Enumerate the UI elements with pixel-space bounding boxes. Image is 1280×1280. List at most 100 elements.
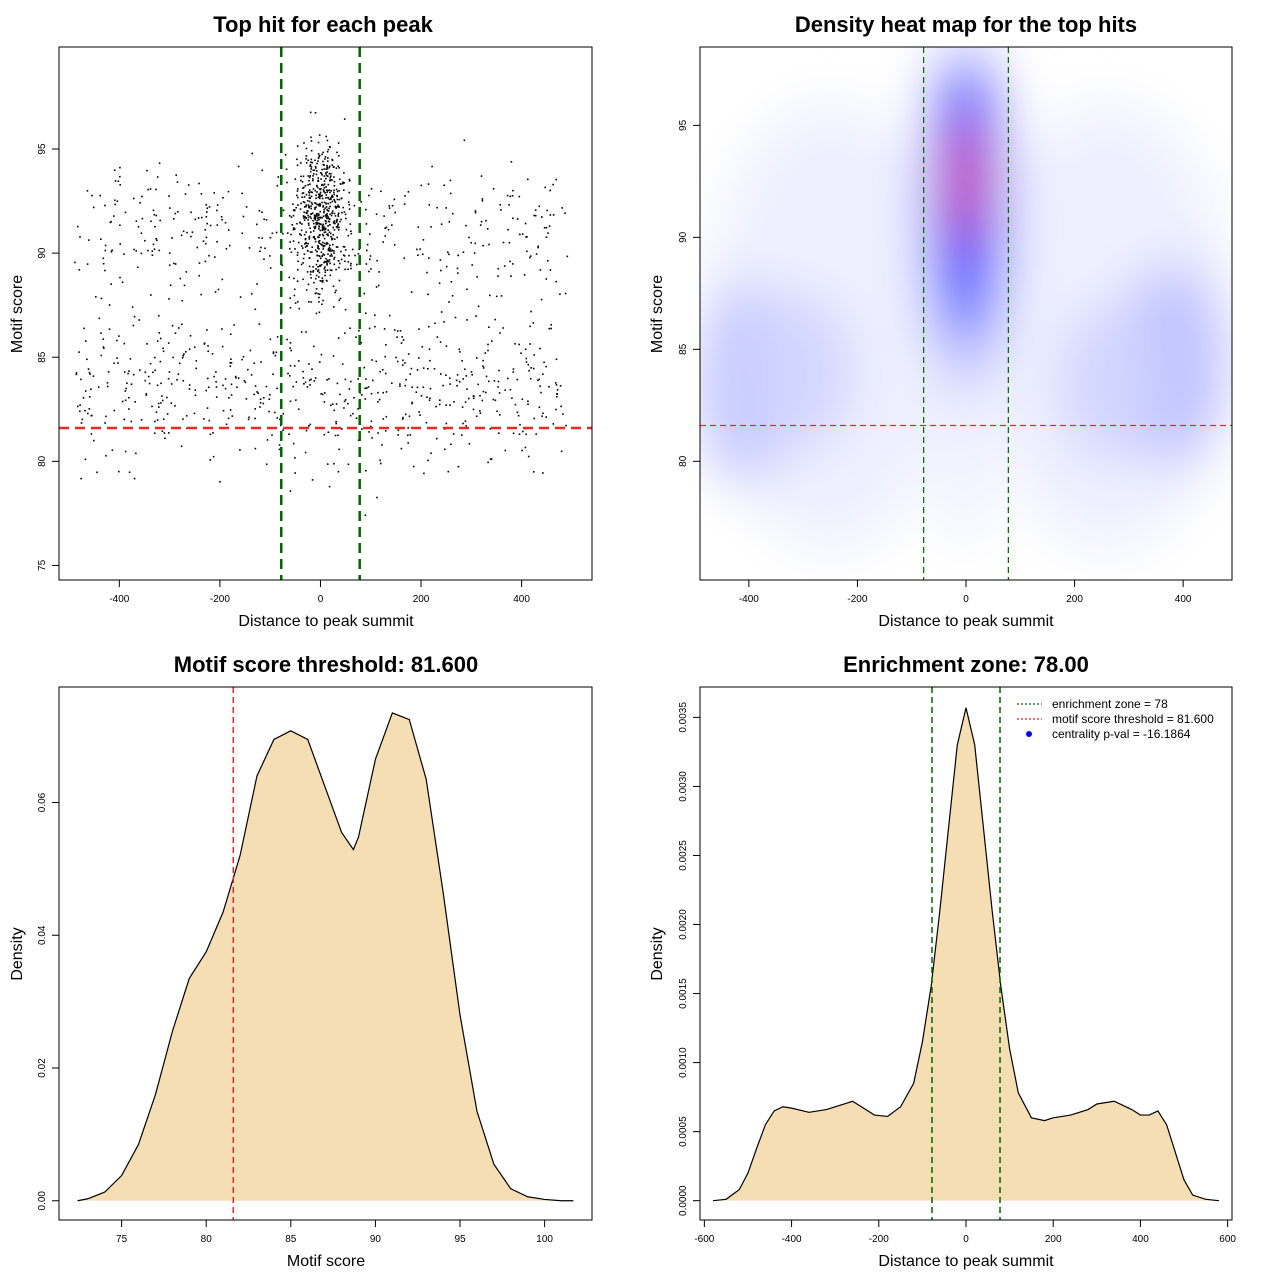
score-density-y-tick-label: 0.04 (37, 925, 48, 945)
scatter-point (279, 424, 282, 427)
scatter-point (311, 251, 313, 253)
scatter-point (396, 360, 399, 363)
scatter-point (257, 392, 259, 394)
scatter-point (331, 164, 334, 166)
scatter-point (167, 342, 170, 344)
scatter-point (520, 352, 522, 354)
scatter-point (340, 218, 342, 221)
scatter-point (235, 376, 237, 379)
scatter-point (382, 418, 385, 420)
scatter-point (543, 226, 546, 229)
score-density-y-tick-label: 0.02 (37, 1058, 48, 1078)
scatter-point (323, 180, 326, 182)
scatter-point (327, 210, 330, 212)
scatter-point (319, 171, 322, 174)
scatter-point (322, 215, 325, 218)
scatter-y-tick-label: 85 (37, 351, 48, 363)
scatter-point (150, 294, 152, 296)
scatter-point (342, 182, 344, 185)
scatter-point (322, 151, 324, 154)
scatter-point (333, 229, 336, 231)
scatter-point (207, 377, 209, 380)
scatter-point (344, 332, 346, 334)
scatter-point (322, 253, 325, 255)
scatter-point (188, 384, 191, 386)
scatter-point (555, 280, 557, 283)
scatter-point (550, 324, 552, 326)
scatter-point (116, 339, 118, 342)
scatter-point (158, 314, 160, 317)
scatter-point (449, 377, 451, 379)
scatter-point (331, 158, 333, 161)
scatter-point (464, 368, 466, 371)
scatter-point (456, 374, 459, 376)
scatter-point (363, 366, 366, 369)
scatter-point (93, 439, 95, 442)
scatter-point (326, 241, 328, 244)
scatter-point (326, 463, 329, 465)
scatter-point (304, 185, 307, 187)
scatter-y-tick-label: 95 (37, 143, 48, 155)
scatter-point (510, 161, 513, 163)
scatter-point (365, 312, 367, 314)
scatter-point (118, 470, 120, 473)
scatter-point (159, 219, 161, 222)
scatter-point (312, 179, 314, 182)
scatter-point (344, 308, 347, 311)
scatter-point (185, 415, 188, 417)
scatter-point (296, 280, 299, 282)
scatter-point (371, 437, 373, 439)
scatter-point (307, 210, 309, 212)
score-density-x-tick-label: 90 (370, 1234, 382, 1245)
scatter-points (74, 111, 569, 516)
scatter-point (325, 216, 327, 218)
scatter-point (556, 396, 558, 398)
panel-scatter: Top hit for each peak -400 -200 0 200 400 75… (9, 12, 593, 630)
scatter-point (360, 342, 363, 344)
scatter-point (547, 232, 549, 234)
scatter-point (337, 204, 339, 207)
scatter-point (327, 189, 329, 192)
scatter-point (526, 250, 528, 253)
scatter-point (336, 198, 339, 201)
scatter-point (297, 408, 300, 410)
scatter-point (168, 264, 171, 266)
scatter-point (289, 297, 291, 299)
scatter-point (234, 375, 237, 378)
scatter-point (219, 481, 221, 483)
scatter-point (538, 378, 541, 381)
scatter-point (310, 140, 313, 142)
scatter-point (315, 292, 317, 294)
heatmap-density-blob (754, 293, 853, 451)
scatter-point (409, 373, 412, 375)
scatter-point (405, 378, 407, 381)
scatter-point (485, 219, 487, 222)
scatter-point (151, 405, 153, 408)
scatter-point (388, 205, 391, 207)
scatter-point (451, 295, 454, 297)
scatter-point (332, 222, 335, 224)
scatter-point (474, 242, 477, 245)
scatter-point (90, 388, 92, 390)
scatter-point (317, 186, 319, 189)
scatter-point (319, 217, 322, 219)
scatter-point (324, 173, 327, 175)
scatter-point (375, 213, 378, 215)
scatter-point (184, 193, 187, 195)
scatter-point (336, 218, 338, 221)
scatter-point (326, 166, 328, 168)
scatter-point (347, 402, 349, 405)
scatter-point (300, 162, 302, 164)
scatter-point (324, 214, 327, 217)
heatmap-density (700, 47, 1232, 551)
scatter-point (318, 196, 321, 198)
scatter-point (126, 382, 128, 384)
scatter-point (337, 213, 339, 216)
scatter-point (204, 229, 206, 231)
scatter-point (135, 220, 138, 222)
scatter-point (319, 265, 322, 267)
scatter-point (337, 470, 340, 473)
scatter-point (328, 260, 330, 263)
scatter-point (194, 394, 197, 397)
scatter-point (496, 410, 498, 413)
